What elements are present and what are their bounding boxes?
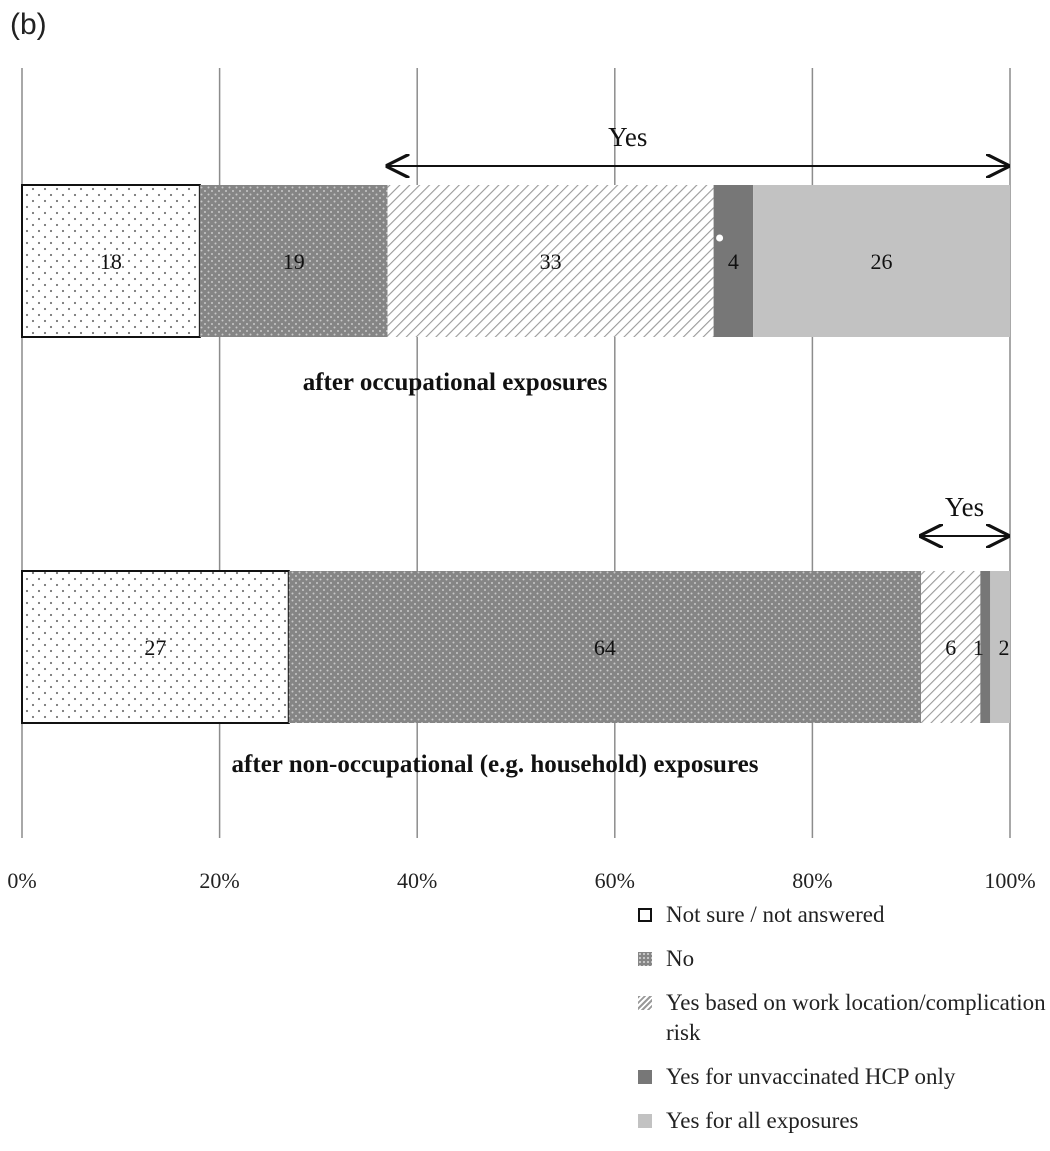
x-tick-label: 100%	[984, 868, 1035, 893]
x-tick-label: 0%	[7, 868, 36, 893]
legend-swatch	[638, 908, 652, 922]
data-label: 18	[100, 249, 122, 274]
category-label: after non-occupational (e.g. household) …	[232, 751, 759, 778]
legend-label: Yes for unvaccinated HCP only	[666, 1064, 956, 1089]
data-label: 1	[973, 635, 984, 660]
data-label: 26	[871, 249, 893, 274]
bar-segment	[753, 185, 1010, 337]
data-label: 64	[594, 635, 616, 660]
yes-annotation-label: Yes	[608, 122, 647, 152]
legend-item: Not sure / not answered	[638, 900, 1048, 930]
legend-swatch	[638, 996, 652, 1010]
panel-label: (b)	[10, 8, 47, 41]
x-tick-label: 80%	[792, 868, 832, 893]
yes-annotation-label: Yes	[945, 492, 984, 522]
bar-segment	[980, 571, 991, 723]
legend-item: Yes for all exposures	[638, 1106, 1048, 1136]
bar-segment	[921, 571, 981, 723]
x-tick-label: 40%	[397, 868, 437, 893]
marker-dot	[716, 234, 724, 242]
legend-item: Yes for unvaccinated HCP only	[638, 1062, 1048, 1092]
bar-segment	[199, 185, 388, 337]
legend-item: Yes based on work location/complication …	[638, 988, 1048, 1048]
category-label: after occupational exposures	[303, 369, 608, 396]
data-label: 4	[728, 249, 739, 274]
legend-item: No	[638, 944, 1048, 974]
data-label: 6	[945, 635, 956, 660]
bar-segment	[713, 185, 754, 337]
x-tick-label: 60%	[595, 868, 635, 893]
legend-swatch	[638, 1070, 652, 1084]
legend-label: Not sure / not answered	[666, 902, 885, 927]
legend-swatch	[638, 952, 652, 966]
legend: Not sure / not answered No Yes based on wo…	[638, 900, 1048, 1150]
bar-segment	[288, 571, 922, 723]
data-label: 2	[999, 635, 1010, 660]
legend-label: Yes based on work location/complication …	[666, 990, 1046, 1045]
x-tick-label: 20%	[199, 868, 239, 893]
data-label: 19	[283, 249, 305, 274]
data-label: 33	[540, 249, 562, 274]
legend-swatch	[638, 1114, 652, 1128]
data-label: 27	[144, 635, 166, 660]
bar-segment	[990, 571, 1010, 723]
legend-label: No	[666, 946, 695, 971]
legend-label: Yes for all exposures	[666, 1108, 859, 1133]
bar-segment	[387, 185, 714, 337]
